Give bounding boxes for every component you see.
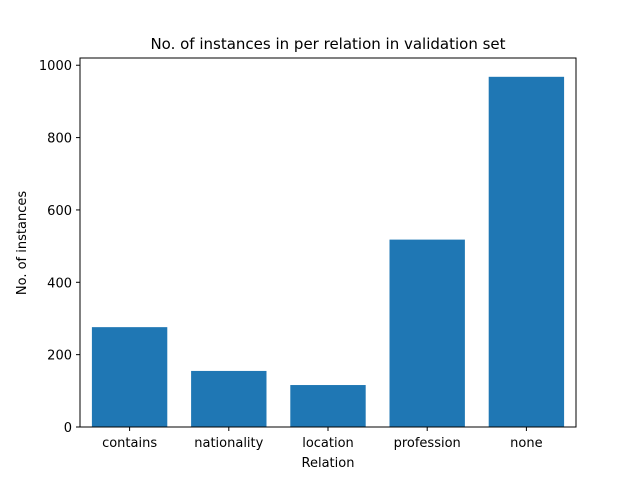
plot-frame [79, 57, 577, 428]
y-tick-label: 200 [47, 349, 72, 364]
y-axis-label: No. of instances [15, 191, 30, 295]
chart-title: No. of instances in per relation in vali… [150, 35, 505, 53]
x-tick-label: none [510, 436, 542, 451]
plot-area: contains nationality location profession non… [39, 59, 565, 451]
y-tick-label: 400 [47, 276, 72, 291]
bar-nationality [191, 370, 267, 427]
bar-contains [91, 327, 168, 427]
y-tick-label: 1000 [39, 59, 72, 74]
x-tick-label: profession [394, 436, 461, 451]
x-tick-label: nationality [194, 436, 263, 451]
bar-profession [389, 239, 465, 427]
bar-location [290, 385, 366, 427]
x-axis-label: Relation [302, 456, 355, 471]
x-tick-label: location [302, 436, 354, 451]
y-tick-label: 800 [47, 132, 72, 147]
bar-none [488, 76, 565, 427]
y-tick-label: 600 [47, 204, 72, 219]
y-tick-label: 0 [64, 421, 72, 436]
x-tick-label: contains [102, 436, 157, 451]
